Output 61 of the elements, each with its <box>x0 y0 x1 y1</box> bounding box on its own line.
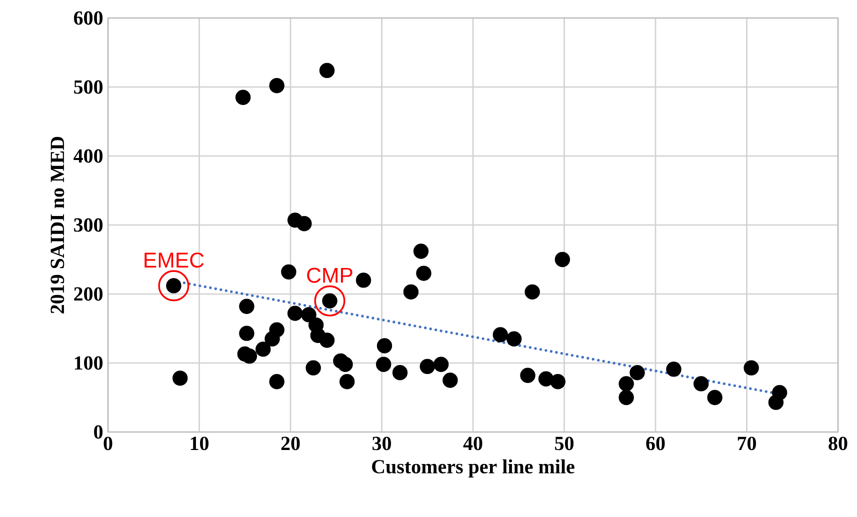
y-tick-label: 600 <box>74 11 103 25</box>
point <box>413 244 429 259</box>
point <box>376 338 392 354</box>
point <box>172 370 188 386</box>
point <box>630 365 645 380</box>
point <box>239 298 254 314</box>
point <box>550 374 566 390</box>
point <box>235 90 251 105</box>
y-tick-label: 400 <box>74 149 103 163</box>
point <box>319 332 335 348</box>
point <box>492 327 508 342</box>
y-tick-label: 200 <box>74 287 103 301</box>
point <box>554 252 570 268</box>
point <box>433 356 449 372</box>
point <box>306 360 321 376</box>
x-tick-label: 70 <box>738 436 756 450</box>
x-tick-label: 60 <box>646 436 665 450</box>
point <box>506 331 522 346</box>
point <box>376 356 392 372</box>
point <box>296 216 312 232</box>
x-tick-label: 80 <box>828 436 848 450</box>
annotation: CMP <box>307 268 352 283</box>
point <box>301 307 316 322</box>
x-tick-label: 40 <box>463 436 482 450</box>
point <box>269 322 284 338</box>
point <box>707 390 722 406</box>
point <box>772 385 788 400</box>
point <box>618 390 634 406</box>
point <box>256 342 271 357</box>
point <box>338 356 353 372</box>
point <box>442 372 458 388</box>
point <box>319 62 335 78</box>
point <box>392 365 408 380</box>
x-tick-label: 10 <box>190 436 208 450</box>
point <box>520 368 536 384</box>
y-tick-label: 500 <box>74 80 103 94</box>
y-tick-label: 0 <box>94 425 103 439</box>
x-tick-label: 30 <box>372 436 391 450</box>
y-tick-label: 100 <box>74 356 103 370</box>
point <box>403 284 419 300</box>
point <box>239 326 254 341</box>
annotation: EMEC <box>144 252 204 268</box>
point <box>269 78 284 94</box>
point <box>744 360 759 376</box>
point <box>618 376 634 392</box>
point <box>281 264 296 280</box>
point <box>694 376 709 392</box>
point <box>524 284 540 300</box>
x-axis-title: Customers per line mile <box>372 459 574 478</box>
point <box>420 358 435 374</box>
y-tick-label: 300 <box>74 218 103 232</box>
point <box>287 306 303 321</box>
point <box>269 374 284 390</box>
point <box>666 362 682 377</box>
x-tick-label: 20 <box>281 436 300 450</box>
x-tick-label: 50 <box>555 436 574 450</box>
point <box>416 266 432 281</box>
y-axis-title: 2019 SAIDI no MED <box>50 136 64 314</box>
x-tick-label: 0 <box>104 436 112 450</box>
point <box>339 374 355 390</box>
point <box>356 272 372 288</box>
